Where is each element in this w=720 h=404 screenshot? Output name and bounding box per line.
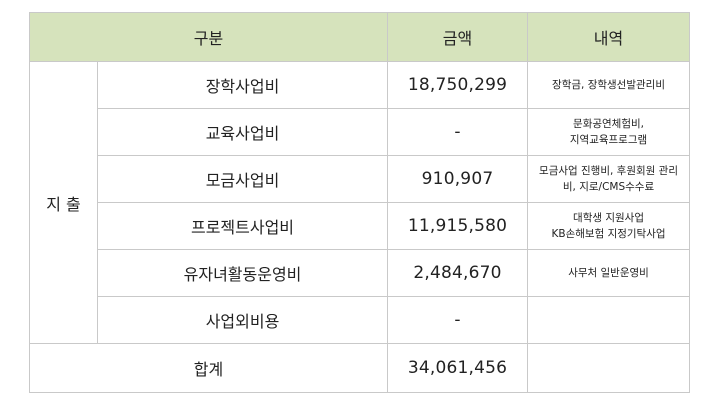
detail-line: 지역교육프로그램 <box>569 134 648 146</box>
header-category: 구분 <box>28 12 389 62</box>
expense-table: 구분 금액 내역 지 출 장학사업비 18,750,299 장학금, 장학생선발… <box>28 12 691 393</box>
total-amount: 34,061,456 <box>387 343 529 393</box>
row-details: 모금사업 진행비, 후원회원 관리 비, 지로/CMS수수료 <box>527 155 691 203</box>
row-details: 사무처 일반운영비 <box>527 249 691 297</box>
table-row: 사업외비용 - <box>30 296 691 344</box>
total-row: 합계 34,061,456 <box>28 343 691 393</box>
row-category: 교육사업비 <box>96 108 389 156</box>
row-amount: - <box>387 296 529 344</box>
row-category: 사업외비용 <box>96 296 389 344</box>
table-row: 모금사업비 910,907 모금사업 진행비, 후원회원 관리 비, 지로/CM… <box>30 155 691 203</box>
header-details: 내역 <box>527 12 691 62</box>
row-category: 프로젝트사업비 <box>96 202 389 250</box>
row-details: 대학생 지원사업 KB손해보험 지정기탁사업 <box>527 202 691 250</box>
row-category: 장학사업비 <box>96 61 389 109</box>
detail-line: 모금사업 진행비, 후원회원 관리 <box>539 165 678 177</box>
detail-line: 사무처 일반운영비 <box>568 267 649 279</box>
row-category: 모금사업비 <box>96 155 389 203</box>
row-category: 유자녀활동운영비 <box>96 249 389 297</box>
row-amount: 18,750,299 <box>387 61 529 109</box>
row-details: 장학금, 장학생선발관리비 <box>527 61 691 109</box>
total-label: 합계 <box>28 343 389 393</box>
table-row: 지 출 장학사업비 18,750,299 장학금, 장학생선발관리비 <box>29 61 691 344</box>
row-details: 문화공연체험비, 지역교육프로그램 <box>527 108 691 156</box>
table-row: 교육사업비 - 문화공연체험비, 지역교육프로그램 <box>30 108 691 156</box>
row-amount: 11,915,580 <box>387 202 529 250</box>
row-amount: 2,484,670 <box>387 249 529 297</box>
table-row: 유자녀활동운영비 2,484,670 사무처 일반운영비 <box>30 249 691 297</box>
detail-line: 문화공연체험비, <box>573 118 644 130</box>
row-amount: - <box>387 108 529 156</box>
row-details <box>527 296 691 344</box>
row-amount: 910,907 <box>387 155 529 203</box>
header-row: 구분 금액 내역 <box>28 12 691 62</box>
detail-line: 장학금, 장학생선발관리비 <box>552 79 665 91</box>
detail-line: 대학생 지원사업 <box>573 212 644 224</box>
header-amount: 금액 <box>387 12 529 62</box>
detail-line: KB손해보험 지정기탁사업 <box>551 228 666 240</box>
table-row: 프로젝트사업비 11,915,580 대학생 지원사업 KB손해보험 지정기탁사… <box>30 202 691 250</box>
detail-line: 비, 지로/CMS수수료 <box>562 181 655 193</box>
total-details <box>527 343 691 393</box>
group-label: 지 출 <box>29 61 98 344</box>
